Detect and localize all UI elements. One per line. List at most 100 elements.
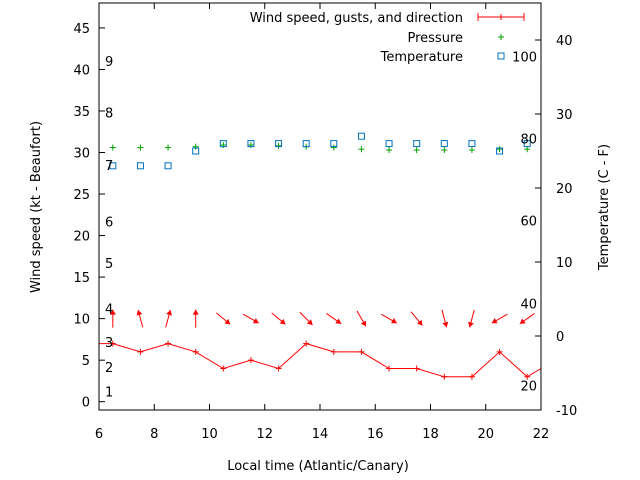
- wind-direction-arrow: [192, 309, 199, 328]
- arrow-head: [192, 309, 199, 315]
- fahrenheit-tick-label: 60: [520, 215, 537, 230]
- temperature-point: [109, 162, 117, 170]
- pressure-point: [330, 144, 337, 151]
- wind-speed-point: [468, 373, 475, 380]
- wind-speed-point: [192, 348, 199, 355]
- wind-speed-point: [137, 348, 144, 355]
- y-left-tick-label: 0: [82, 396, 90, 411]
- legend-label-wind: Wind speed, gusts, and direction: [250, 11, 463, 26]
- beaufort-tick-label: 3: [105, 336, 113, 351]
- wind-speed-point: [358, 348, 365, 355]
- wind-speed-point: [109, 340, 116, 347]
- pressure-point: [386, 147, 393, 154]
- wind-speed-point: [303, 340, 310, 347]
- pressure-point: [496, 146, 503, 153]
- legend-label-temperature: Temperature: [380, 50, 463, 65]
- beaufort-tick-label: 9: [105, 55, 113, 70]
- y-left-tick-label: 35: [73, 105, 90, 120]
- arrow-head: [166, 309, 172, 316]
- wind-direction-arrow: [326, 313, 342, 325]
- arrow-head: [335, 318, 342, 324]
- temperature-point: [275, 140, 283, 148]
- arrow-head: [519, 318, 526, 324]
- y-left-tick-label: 10: [73, 313, 90, 328]
- temperature-point: [468, 140, 476, 148]
- wind-direction-arrow: [519, 313, 535, 325]
- pressure-point: [468, 147, 475, 154]
- pressure-point: [358, 146, 365, 153]
- temperature-point: [219, 140, 227, 148]
- pressure-point: [192, 143, 199, 150]
- pressure-point: [137, 144, 144, 151]
- x-tick-label: 12: [256, 427, 273, 442]
- temperature-point: [164, 162, 172, 170]
- arrow-head: [136, 309, 143, 316]
- x-tick-label: 10: [201, 427, 218, 442]
- pressure-point: [524, 146, 531, 153]
- temperature-point: [385, 140, 393, 148]
- wind-direction-arrow: [299, 311, 313, 326]
- wind-direction-arrow: [491, 313, 508, 324]
- beaufort-tick-label: 8: [105, 107, 113, 122]
- y-right-tick-label: 0: [556, 330, 564, 345]
- legend-label-pressure: Pressure: [407, 31, 463, 46]
- beaufort-tick-label: 6: [105, 215, 113, 230]
- arrow-head: [306, 319, 313, 325]
- y-left-tick-label: 25: [73, 188, 90, 203]
- x-tick-label: 22: [533, 427, 550, 442]
- temperature-point: [440, 140, 448, 148]
- temperature-point: [136, 162, 144, 170]
- y-right-tick-label: 10: [556, 256, 573, 271]
- y-left-tick-label: 15: [73, 271, 90, 286]
- wind-speed-point: [165, 340, 172, 347]
- temperature-point: [496, 147, 504, 155]
- y-left-tick-label: 20: [73, 230, 90, 245]
- pressure-point: [441, 147, 448, 154]
- fahrenheit-tick-label: 80: [520, 132, 537, 147]
- y-left-tick-label: 45: [73, 22, 90, 37]
- beaufort-tick-label: 2: [105, 361, 113, 376]
- wind-direction-arrow: [441, 309, 449, 328]
- x-tick-label: 16: [367, 427, 384, 442]
- x-tick-label: 8: [150, 427, 158, 442]
- y-axis-label-right: Temperature (C - F): [597, 144, 612, 271]
- wind-direction-arrow: [271, 312, 286, 325]
- arrow-head: [279, 318, 286, 325]
- fahrenheit-tick-label: 100: [512, 50, 537, 65]
- wind-direction-arrow: [410, 311, 423, 326]
- beaufort-tick-label: 5: [105, 257, 113, 272]
- x-tick-label: 20: [477, 427, 494, 442]
- arrow-head: [252, 318, 259, 324]
- temperature-point: [247, 140, 255, 148]
- plot-layer: [99, 132, 542, 380]
- arrow-head: [468, 321, 474, 328]
- wind-direction-arrow: [356, 310, 367, 327]
- wind-direction-arrow: [216, 312, 231, 325]
- wind-speed-point: [496, 348, 503, 355]
- pressure-point: [413, 147, 420, 154]
- temperature-point: [413, 140, 421, 148]
- wind-direction-arrow: [165, 309, 172, 328]
- arrow-head: [391, 318, 397, 324]
- arrow-head: [224, 318, 231, 325]
- wind-direction-arrow: [468, 309, 475, 328]
- y-left-tick-label: 5: [82, 354, 90, 369]
- arrow-head: [442, 321, 449, 328]
- temperature-point: [302, 140, 310, 148]
- legend: Wind speed, gusts, and direction Pressur…: [250, 11, 525, 65]
- wind-direction-arrow: [242, 313, 259, 324]
- x-axis-label: Local time (Atlantic/Canary): [227, 459, 409, 474]
- x-tick-label: 18: [422, 427, 439, 442]
- wind-direction-arrow: [381, 313, 398, 324]
- wind-speed-line: [99, 343, 542, 378]
- wind-speed-point: [441, 373, 448, 380]
- pressure-point: [275, 142, 282, 149]
- wind-speed-point: [386, 365, 393, 372]
- wind-speed-point: [524, 373, 531, 380]
- pressure-point: [165, 144, 172, 151]
- wind-direction-arrow: [109, 309, 116, 328]
- pressure-point: [109, 144, 116, 151]
- wind-speed-point: [413, 365, 420, 372]
